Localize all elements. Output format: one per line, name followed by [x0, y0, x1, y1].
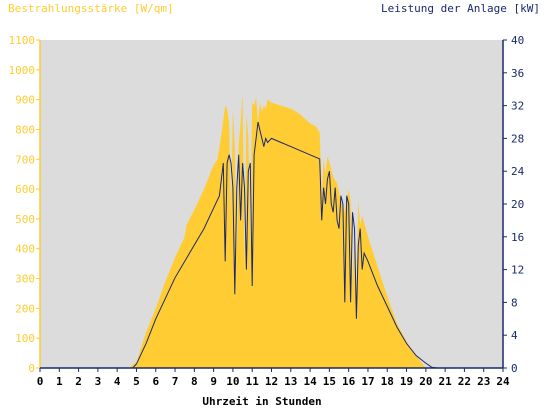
x-tick-label: 0: [37, 375, 44, 388]
left-tick-label: 200: [15, 302, 35, 315]
left-tick-label: 1000: [9, 64, 36, 77]
x-tick-label: 22: [458, 375, 471, 388]
right-tick-label: 40: [511, 34, 524, 47]
left-tick-label: 900: [15, 94, 35, 107]
right-tick-label: 12: [511, 264, 524, 277]
right-tick-label: 20: [511, 198, 524, 211]
right-tick-label: 4: [511, 329, 518, 342]
x-tick-label: 19: [400, 375, 413, 388]
x-tick-label: 18: [381, 375, 394, 388]
x-tick-label: 1: [56, 375, 63, 388]
power-line: [40, 121, 503, 369]
irradiance-area: [40, 93, 503, 368]
x-tick-label: 4: [114, 375, 121, 388]
x-tick-label: 11: [246, 375, 260, 388]
left-tick-label: 800: [15, 123, 35, 136]
x-tick-label: 8: [191, 375, 198, 388]
x-tick-label: 23: [477, 375, 490, 388]
right-tick-label: 24: [511, 165, 525, 178]
x-tick-label: 3: [95, 375, 102, 388]
right-axis-ticks: 0 4 8 12 16 20 24 28 32 36 40: [503, 34, 525, 375]
left-tick-label: 500: [15, 213, 35, 226]
x-tick-label: 7: [172, 375, 179, 388]
right-tick-label: 36: [511, 67, 524, 80]
left-tick-label: 400: [15, 243, 35, 256]
x-tick-label: 21: [439, 375, 453, 388]
x-tick-label: 24: [496, 375, 510, 388]
left-tick-label: 600: [15, 183, 35, 196]
x-tick-label: 17: [361, 375, 374, 388]
right-axis-title: Leistung der Anlage [kW]: [381, 2, 540, 15]
left-axis-title: Bestrahlungsstärke [W/qm]: [8, 2, 174, 15]
x-tick-label: 16: [342, 375, 356, 388]
x-tick-label: 13: [284, 375, 297, 388]
right-tick-label: 28: [511, 132, 524, 145]
x-axis-title: Uhrzeit in Stunden: [202, 395, 321, 408]
left-tick-label: 1100: [9, 34, 36, 47]
x-tick-label: 14: [303, 375, 317, 388]
left-axis-ticks: 0 100 200 300 400 500 600 700 800 900 1000 1100: [9, 34, 40, 375]
x-tick-label: 20: [419, 375, 432, 388]
x-tick-label: 5: [133, 375, 140, 388]
left-tick-label: 0: [28, 362, 35, 375]
left-tick-label: 100: [15, 332, 35, 345]
x-tick-label: 15: [323, 375, 336, 388]
right-tick-label: 32: [511, 100, 524, 113]
x-tick-label: 12: [265, 375, 278, 388]
left-tick-label: 300: [15, 273, 35, 286]
right-tick-label: 0: [511, 362, 518, 375]
right-tick-label: 8: [511, 296, 518, 309]
right-tick-label: 16: [511, 231, 524, 244]
x-tick-label: 9: [210, 375, 217, 388]
x-tick-label: 6: [152, 375, 159, 388]
left-tick-label: 700: [15, 153, 35, 166]
x-axis-ticks: 0 1 2 3 4 5 6 7 8 9 10 11 12 13 14 15 16 17 18 19 20 21 22 23 24: [37, 368, 510, 388]
x-tick-label: 10: [226, 375, 239, 388]
x-tick-label: 2: [75, 375, 82, 388]
